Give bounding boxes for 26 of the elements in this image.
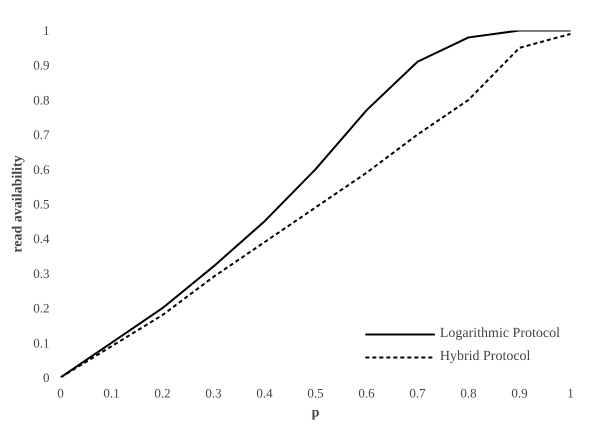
x-tick-label: 0.7 [409,386,426,400]
y-tick-label: 0.7 [33,127,50,142]
y-tick-label: 0 [43,370,50,385]
x-tick-label: 0.5 [307,386,324,400]
x-tick-label: 1 [567,386,574,400]
y-tick-label: 0.3 [33,266,50,281]
x-tick-label: 0.8 [460,386,477,400]
x-tick-label: 0.9 [511,386,528,400]
y-tick-label: 0.8 [33,92,50,108]
x-tick-label: 0.6 [358,386,376,400]
x-axis-title: p [312,406,320,420]
y-tick-label: 0.4 [33,231,50,246]
x-tick-label: 0.4 [256,386,274,400]
y-tick-label: 0.2 [33,300,50,316]
x-tick-label: 0.2 [154,386,171,400]
y-axis-title: read availability [10,155,26,253]
legend-label: Hybrid Protocol [440,349,530,365]
y-tick-label: 0.1 [33,335,50,350]
x-tick-label: 0.3 [205,386,222,400]
y-tick-label: 0.6 [33,162,50,177]
y-tick-label: 0.9 [33,58,50,73]
legend-label: Logarithmic Protocol [440,326,560,342]
y-tick-label: 1 [43,23,50,38]
y-tick-label: 0.5 [33,196,50,212]
x-tick-label: 0 [57,386,64,400]
x-tick-label: 0.1 [103,386,120,400]
